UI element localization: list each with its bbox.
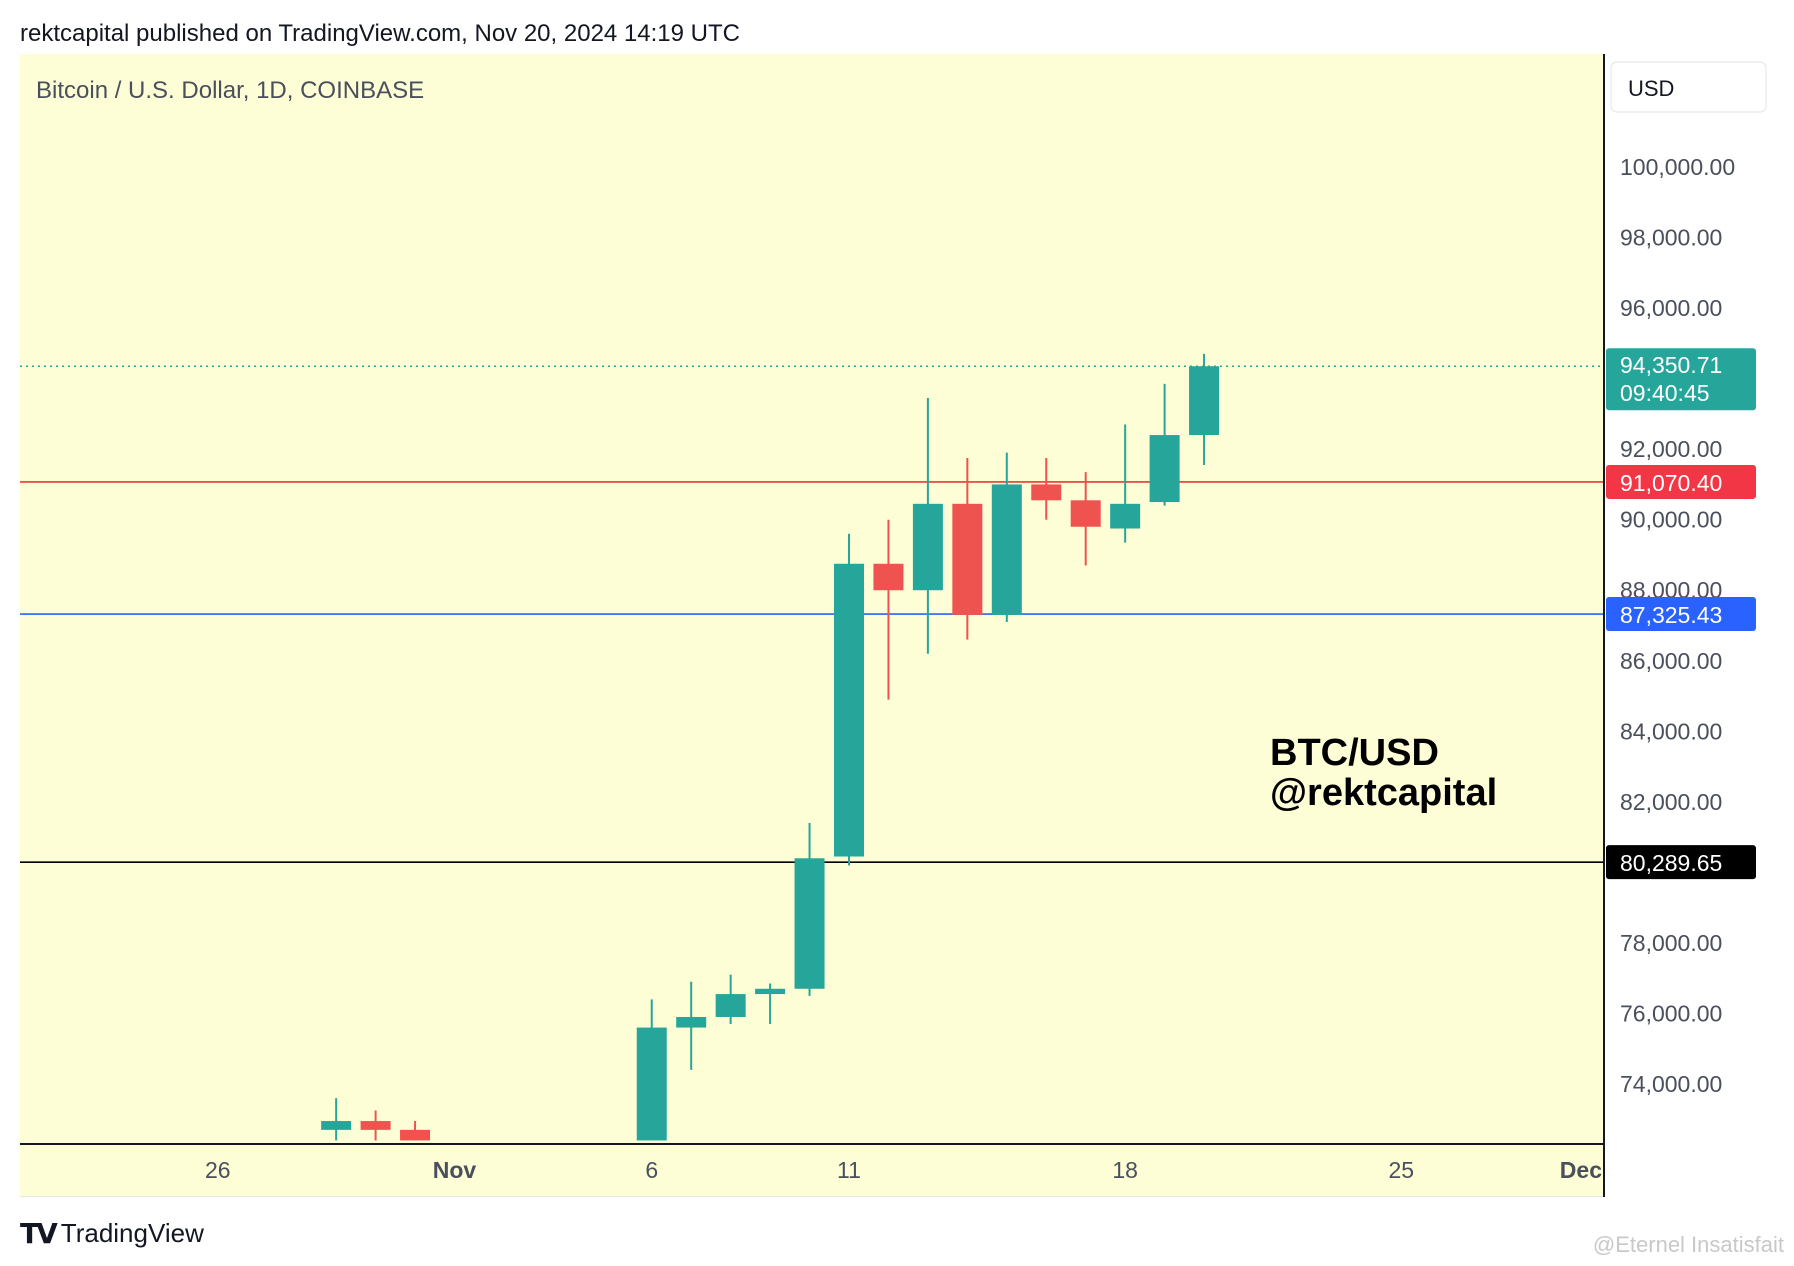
symbol-label: Bitcoin / U.S. Dollar, 1D, COINBASE	[36, 77, 424, 104]
y-tick-label: 92,000.00	[1620, 436, 1722, 462]
currency-button[interactable]	[1610, 61, 1767, 113]
last-price-tag	[1606, 348, 1756, 411]
level-price-tag	[1606, 597, 1756, 632]
candle-body[interactable]	[1189, 366, 1220, 436]
tradingview-logo-text: TradingView	[60, 1218, 204, 1248]
candle-body[interactable]	[991, 484, 1022, 615]
y-tick-label: 84,000.00	[1620, 718, 1722, 744]
countdown-label: 09:40:45	[1620, 380, 1710, 406]
y-tick-label: 100,000.00	[1620, 154, 1735, 180]
candle-body[interactable]	[873, 563, 904, 591]
last-price-label: 94,350.71	[1620, 352, 1722, 378]
x-axis-strip	[20, 1145, 1604, 1196]
level-price-tag	[1606, 464, 1756, 499]
x-tick-label: 6	[645, 1157, 658, 1183]
x-tick-label: 18	[1112, 1157, 1138, 1183]
x-tick-label: 26	[205, 1157, 231, 1183]
y-tick-label: 76,000.00	[1620, 1000, 1722, 1026]
y-tick-label: 96,000.00	[1620, 295, 1722, 321]
annotation-title: BTC/USD	[1270, 732, 1439, 774]
candle-body[interactable]	[400, 1129, 431, 1141]
candle-body[interactable]	[1031, 484, 1062, 501]
x-tick-label: Nov	[433, 1157, 477, 1183]
candle-body[interactable]	[834, 563, 864, 857]
y-tick-label: 86,000.00	[1620, 648, 1722, 674]
watermark: @Eternel Insatisfait	[1592, 1232, 1784, 1257]
annotation-handle: @rektcapital	[1270, 772, 1497, 814]
y-tick-label: 90,000.00	[1620, 507, 1722, 533]
candle-body[interactable]	[794, 858, 825, 989]
candle-body[interactable]	[636, 1027, 667, 1141]
candle-body[interactable]	[912, 503, 943, 591]
candle-body[interactable]	[755, 988, 786, 995]
y-tick-label: 82,000.00	[1620, 789, 1722, 815]
candle-body[interactable]	[676, 1016, 707, 1028]
candle-body[interactable]	[1110, 503, 1141, 529]
level-price-tag	[1606, 845, 1756, 880]
candle-body[interactable]	[1149, 435, 1180, 503]
level-price-label: 87,325.43	[1620, 602, 1722, 628]
level-price-label: 80,289.65	[1620, 850, 1722, 876]
tradingview-logo[interactable]: TV TradingView	[20, 1217, 204, 1250]
y-tick-label: 78,000.00	[1620, 930, 1722, 956]
level-price-label: 91,070.40	[1620, 470, 1722, 496]
x-tick-label: Dec	[1560, 1157, 1602, 1183]
x-tick-label: 25	[1389, 1157, 1415, 1183]
candle-body[interactable]	[321, 1121, 352, 1130]
candle-body[interactable]	[1070, 500, 1101, 527]
candle-body[interactable]	[952, 503, 983, 615]
tradingview-icon: TV	[20, 1217, 58, 1250]
published-by: rektcapital published on TradingView.com…	[20, 20, 740, 47]
candle-body[interactable]	[360, 1121, 391, 1130]
y-tick-label: 74,000.00	[1620, 1071, 1722, 1097]
candle-body[interactable]	[715, 994, 746, 1017]
x-tick-label: 11	[837, 1157, 861, 1183]
currency-button-label: USD	[1628, 76, 1674, 101]
y-tick-label: 98,000.00	[1620, 225, 1722, 251]
